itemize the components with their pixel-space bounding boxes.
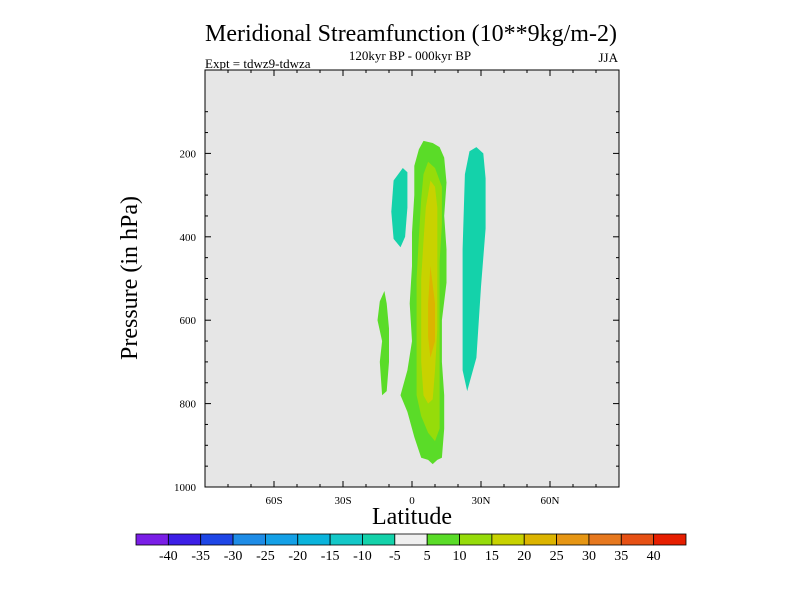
colorbar-swatch (329, 533, 363, 546)
x-tick-label: 60N (541, 495, 560, 507)
x-tick-label: 30N (472, 495, 491, 507)
colorbar-label: 30 (582, 549, 596, 564)
colorbar-label: 10 (453, 549, 467, 564)
colorbar: -40 -35 -30 -25 -20 -15 -10 -5 5 10 15 20 25 30 35 40 (135, 533, 687, 564)
colorbar-label: 25 (550, 549, 564, 564)
colorbar-swatch (620, 533, 655, 546)
colorbar-label: 15 (485, 549, 499, 564)
experiment-label: Expt = tdwz9-tdwza (205, 56, 311, 71)
colorbar-label: -10 (353, 549, 372, 564)
colorbar-swatch (362, 533, 396, 546)
y-axis-label: Pressure (in hPa) (117, 196, 143, 360)
axis-ticks: 60S 30S 0 30N 60N 200 400 600 800 1000 (174, 70, 620, 507)
colorbar-swatch (297, 533, 331, 546)
chart-subtitle: 120kyr BP - 000kyr BP (349, 48, 471, 63)
contour-region-2 (377, 291, 389, 396)
colorbar-label: 40 (647, 549, 661, 564)
contour-region-6 (428, 266, 435, 358)
x-tick-label: 0 (409, 495, 415, 507)
season-label: JJA (598, 50, 618, 65)
colorbar-swatch (459, 533, 493, 546)
contour-region-0 (391, 168, 408, 248)
colorbar-swatch (556, 533, 590, 546)
colorbar-swatch (523, 533, 557, 546)
colorbar-swatch (167, 533, 202, 546)
colorbar-label: -20 (288, 549, 307, 564)
colorbar-label: -5 (389, 549, 401, 564)
colorbar-label: 35 (614, 549, 628, 564)
x-axis-label: Latitude (372, 504, 452, 530)
y-tick-label: 200 (180, 148, 197, 160)
y-tick-label: 400 (180, 232, 197, 244)
colorbar-swatch (200, 533, 234, 546)
colorbar-swatch (426, 533, 460, 546)
y-tick-label: 1000 (174, 482, 197, 494)
colorbar-label: 5 (424, 549, 431, 564)
x-tick-label: 30S (334, 495, 351, 507)
colorbar-swatch (588, 533, 622, 546)
contour-regions (377, 140, 486, 465)
colorbar-label: -15 (321, 549, 340, 564)
y-tick-label: 800 (180, 399, 197, 411)
colorbar-swatch (491, 533, 525, 546)
chart-title: Meridional Streamfunction (10**9kg/m-2) (205, 21, 617, 47)
colorbar-label: -40 (159, 549, 178, 564)
colorbar-swatch (232, 533, 266, 546)
colorbar-swatch (653, 533, 687, 546)
colorbar-label: -35 (191, 549, 210, 564)
colorbar-swatch (135, 533, 169, 546)
y-tick-label: 600 (180, 315, 197, 327)
x-tick-label: 60S (265, 495, 282, 507)
colorbar-label: -25 (256, 549, 275, 564)
colorbar-swatch (394, 533, 428, 546)
colorbar-label: -30 (224, 549, 243, 564)
colorbar-swatch (265, 533, 299, 546)
colorbar-label: 20 (517, 549, 531, 564)
contour-region-1 (462, 147, 486, 392)
